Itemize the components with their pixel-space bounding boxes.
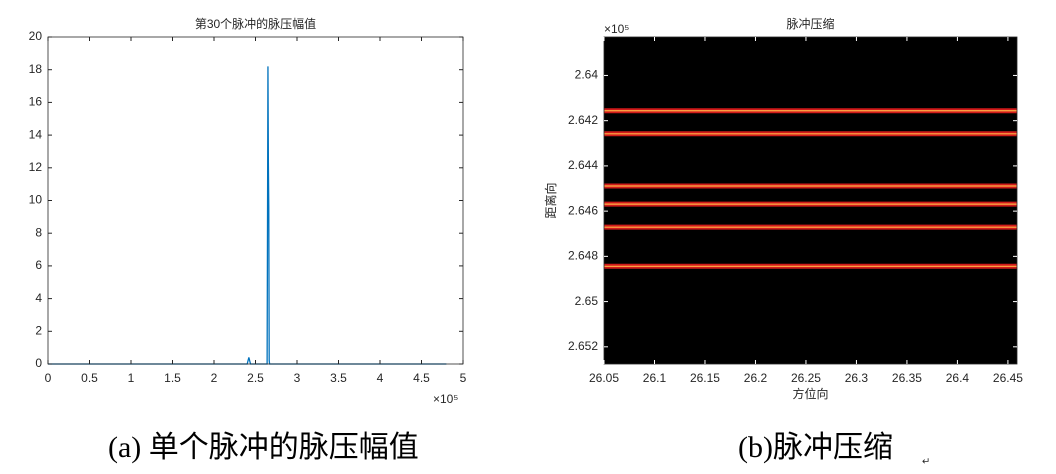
x-tick-label: 26.35: [892, 371, 922, 385]
chart-title: 脉冲压缩: [786, 16, 834, 31]
y-tick-label: 16: [29, 95, 43, 109]
x-tick-label: 1.5: [164, 371, 181, 385]
caption: (b)脉冲压缩: [738, 431, 893, 464]
caption-mark: ↵: [922, 457, 930, 468]
y-tick-label: 14: [29, 127, 43, 141]
x-tick-label: 26.1: [643, 371, 667, 385]
x-tick-label: 0: [45, 371, 52, 385]
x-tick-label: 3: [294, 371, 301, 385]
y-tick-label: 2.64: [575, 68, 599, 82]
y-tick-label: 0: [35, 356, 42, 370]
x-tick-label: 5: [460, 371, 467, 385]
x-tick-label: 1: [128, 371, 135, 385]
y-tick-label: 8: [35, 225, 42, 239]
x-exponent: ×10⁵: [433, 392, 458, 406]
y-tick-label: 12: [29, 160, 43, 174]
y-tick-label: 2.652: [568, 339, 598, 353]
y-tick-label: 20: [29, 29, 43, 43]
x-tick-label: 26.4: [946, 371, 970, 385]
x-tick-label: 3.5: [330, 371, 347, 385]
caption: (a) 单个脉冲的脉压幅值: [108, 431, 419, 464]
y-tick-label: 2.642: [568, 113, 598, 127]
x-tick-label: 4: [377, 371, 384, 385]
y-tick-label: 4: [35, 291, 42, 305]
plot-area: [604, 37, 1017, 364]
y-tick-label: 10: [29, 193, 43, 207]
x-tick-label: 26.15: [690, 371, 720, 385]
y-tick-label: 2.646: [568, 203, 598, 217]
y-axis-label: 距离向: [543, 182, 558, 218]
y-tick-label: 2: [35, 323, 42, 337]
y-tick-label: 6: [35, 258, 42, 272]
x-axis-label: 方位向: [792, 386, 828, 401]
y-exponent: ×10⁵: [604, 22, 629, 36]
y-tick-label: 2.65: [575, 294, 599, 308]
x-tick-label: 26.25: [791, 371, 821, 385]
x-tick-label: 26.05: [589, 371, 619, 385]
x-tick-label: 0.5: [81, 371, 98, 385]
x-tick-label: 2.5: [247, 371, 264, 385]
x-tick-label: 2: [211, 371, 218, 385]
y-tick-label: 2.648: [568, 249, 598, 263]
plot-area: [48, 37, 463, 364]
x-tick-label: 26.3: [845, 371, 869, 385]
x-tick-label: 4.5: [413, 371, 430, 385]
y-tick-label: 2.644: [568, 158, 598, 172]
axes-box: [603, 36, 1018, 365]
chart-title: 第30个脉冲的脉压幅值: [195, 16, 316, 31]
x-tick-label: 26.2: [744, 371, 768, 385]
x-tick-label: 26.45: [993, 371, 1023, 385]
y-tick-label: 18: [29, 62, 43, 76]
